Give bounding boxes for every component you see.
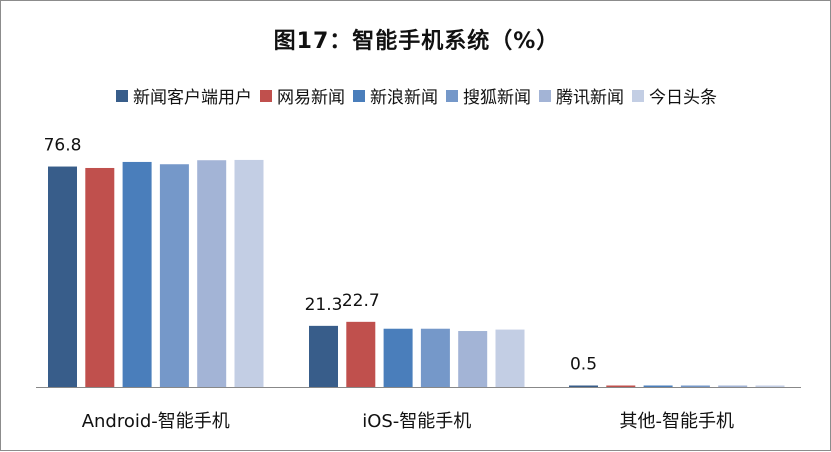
legend-label: 新浪新闻 — [370, 88, 438, 108]
bar — [85, 167, 115, 387]
bar — [606, 385, 636, 387]
legend-label: 新闻客户端用户 — [133, 88, 252, 108]
legend-label: 搜狐新闻 — [463, 88, 531, 108]
legend-item: 搜狐新闻 — [446, 83, 531, 108]
category-label: Android-智能手机 — [82, 411, 230, 432]
legend-label: 腾讯新闻 — [556, 88, 624, 108]
bar — [718, 385, 748, 387]
bar — [309, 325, 338, 387]
legend-swatch — [353, 89, 365, 102]
bar — [234, 159, 264, 387]
bar — [420, 328, 450, 387]
bar — [383, 328, 413, 387]
bar — [569, 385, 598, 387]
bar — [346, 321, 376, 387]
legend-item: 网易新闻 — [260, 83, 345, 108]
bar — [458, 331, 488, 387]
legend-swatch — [116, 89, 128, 102]
bar — [122, 161, 152, 387]
legend-label: 网易新闻 — [277, 88, 345, 108]
legend-swatch — [446, 89, 458, 102]
bar — [48, 166, 77, 387]
legend-item: 腾讯新闻 — [539, 83, 624, 108]
category-label: iOS-智能手机 — [362, 411, 471, 432]
chart-title: 图17：智能手机系统（%） — [273, 29, 560, 54]
bar — [159, 164, 189, 387]
legend-swatch — [539, 89, 551, 102]
bar — [680, 385, 710, 387]
data-label: 76.8 — [44, 136, 82, 156]
data-label: 0.5 — [570, 355, 597, 375]
data-label: 22.7 — [342, 291, 380, 311]
legend-swatch — [632, 89, 644, 102]
legend-item: 新闻客户端用户 — [116, 83, 252, 108]
legend-swatch — [260, 89, 272, 102]
chart-legend: 新闻客户端用户 网易新闻 新浪新闻 搜狐新闻 腾讯新闻 今日头条 — [1, 83, 831, 108]
legend-item: 新浪新闻 — [353, 83, 438, 108]
legend-label: 今日头条 — [649, 88, 717, 108]
bar — [495, 329, 525, 387]
legend-item: 今日头条 — [632, 83, 717, 108]
bar — [197, 160, 227, 387]
data-label: 21.3 — [305, 295, 343, 315]
bar — [755, 385, 785, 387]
category-label: 其他-智能手机 — [620, 411, 735, 432]
bar — [643, 385, 673, 387]
